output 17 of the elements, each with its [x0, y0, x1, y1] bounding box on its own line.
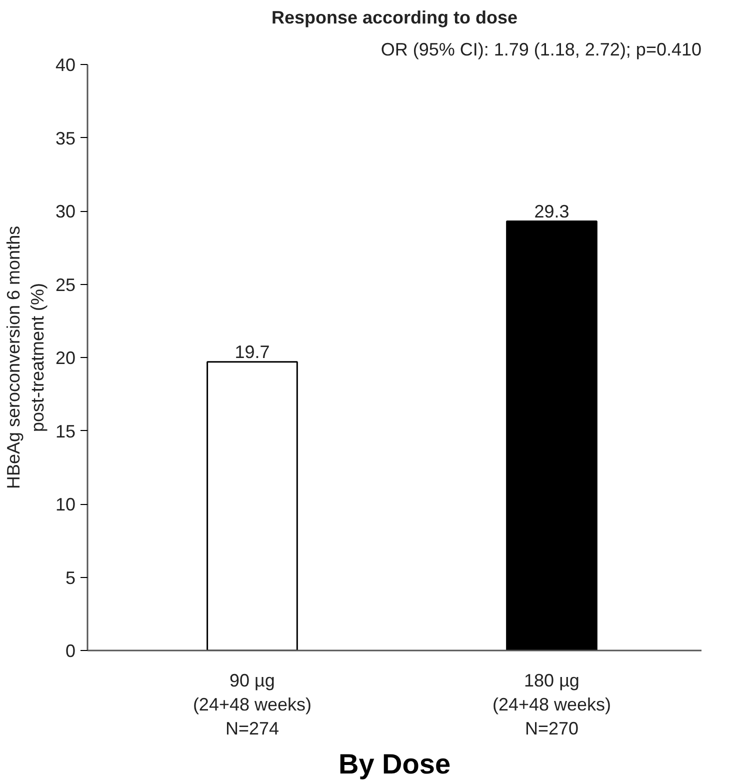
y-tick-label: 10: [55, 494, 76, 514]
y-tick-label: 0: [65, 641, 76, 661]
y-tick-label: 20: [55, 348, 76, 368]
y-axis-title: HBeAg seroconversion 6 months post-treatment (%): [3, 226, 48, 490]
x-tick-label: 90 µg (24+48 weeks) N=274: [192, 670, 312, 738]
data-label: 19.7: [234, 342, 270, 362]
chart-title: Response according to dose: [271, 8, 518, 28]
y-tick-label: 40: [55, 55, 76, 75]
text: By Dose: [338, 748, 451, 780]
chart-subtitle: OR (95% CI): 1.79 (1.18, 2.72); p=0.410: [380, 40, 702, 60]
y-tick-label: 5: [65, 568, 76, 588]
y-tick-label: 25: [55, 274, 76, 295]
y-tick-label: 35: [55, 128, 76, 148]
x-tick-label: 180 µg (24+48 weeks) N=270: [492, 670, 612, 738]
y-tick-label: 30: [55, 202, 76, 222]
data-label: 29.3: [534, 201, 570, 222]
y-tick-label: 15: [55, 421, 76, 442]
